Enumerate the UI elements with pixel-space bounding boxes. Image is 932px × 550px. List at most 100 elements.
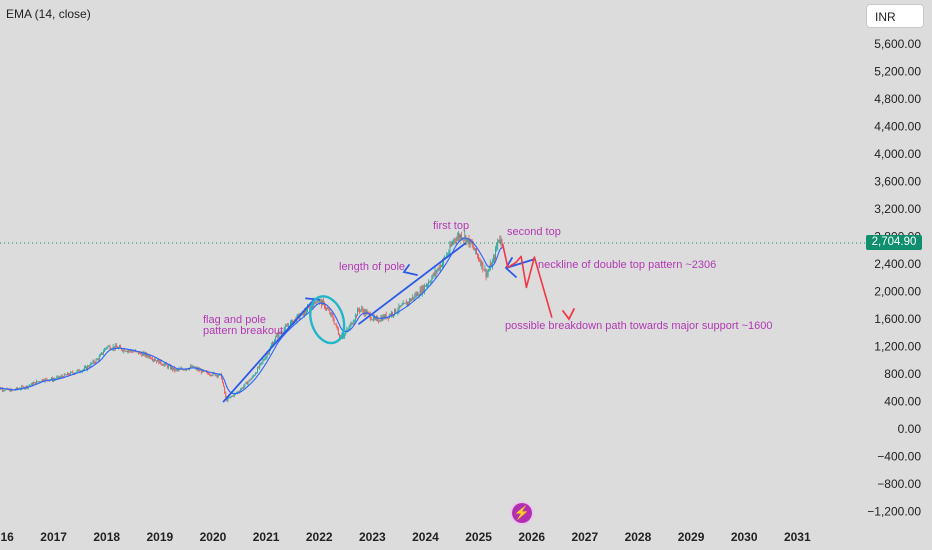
candle-body bbox=[401, 305, 403, 306]
y-tick-label: 1,200.00 bbox=[874, 340, 921, 354]
candle-body bbox=[229, 396, 231, 398]
candle-body bbox=[329, 310, 331, 315]
candle-body bbox=[71, 372, 73, 373]
candle-body bbox=[251, 376, 253, 379]
candle-body bbox=[268, 350, 270, 354]
candle-body bbox=[308, 307, 309, 308]
candle-body bbox=[215, 374, 217, 376]
candle-body bbox=[439, 265, 441, 270]
flag-ellipse[interactable] bbox=[305, 292, 350, 348]
candle-body bbox=[417, 293, 419, 296]
candle-body bbox=[101, 352, 102, 355]
candle-body bbox=[241, 387, 243, 390]
lightning-icon[interactable]: ⚡ bbox=[512, 503, 532, 523]
candle-body bbox=[390, 314, 391, 316]
candle-body bbox=[21, 386, 23, 389]
candle-body bbox=[45, 378, 47, 380]
candle-body bbox=[480, 261, 482, 266]
candle-body bbox=[264, 358, 266, 360]
candle-body bbox=[454, 238, 456, 240]
candle-body bbox=[188, 369, 189, 371]
candle-body bbox=[242, 387, 244, 389]
candle-body bbox=[35, 382, 36, 385]
candle-body bbox=[192, 366, 194, 368]
candle-body bbox=[399, 305, 401, 307]
candle-body bbox=[106, 347, 108, 349]
candle-body bbox=[109, 346, 111, 350]
x-tick-label: 2031 bbox=[784, 530, 811, 544]
candle-body bbox=[275, 337, 277, 342]
breakdown-path[interactable] bbox=[501, 243, 553, 318]
candle-body bbox=[25, 385, 27, 388]
candle-body bbox=[330, 312, 332, 315]
pole-trendline[interactable] bbox=[222, 298, 315, 403]
candle-body bbox=[379, 320, 381, 322]
candle-body bbox=[285, 325, 287, 327]
candle-body bbox=[63, 374, 65, 378]
candle-body bbox=[495, 248, 496, 259]
candle-body bbox=[453, 238, 455, 243]
candle-body bbox=[363, 311, 365, 315]
candle-body bbox=[352, 322, 354, 325]
candle-body bbox=[318, 300, 320, 303]
candle-body bbox=[370, 318, 372, 320]
candle-body bbox=[164, 363, 166, 365]
candle-body bbox=[4, 390, 6, 392]
candle-body bbox=[162, 364, 164, 366]
y-tick-label: −800.00 bbox=[877, 477, 921, 491]
candle-body bbox=[367, 311, 369, 313]
candle-body bbox=[384, 314, 386, 319]
candle-body bbox=[409, 299, 410, 303]
candle-body bbox=[383, 316, 385, 319]
candle-body bbox=[9, 389, 11, 392]
candle-body bbox=[221, 373, 222, 380]
pole-projection-line[interactable] bbox=[358, 242, 467, 325]
candle-body bbox=[217, 375, 219, 377]
candle-body bbox=[230, 396, 232, 398]
candle-body bbox=[89, 366, 91, 368]
candle-body bbox=[123, 349, 125, 351]
candle-body bbox=[112, 346, 114, 349]
candle-body bbox=[276, 334, 278, 338]
x-tick-label: 2023 bbox=[359, 530, 386, 544]
candle-body bbox=[440, 265, 442, 267]
candle-body bbox=[262, 360, 264, 363]
candle-body bbox=[349, 325, 351, 329]
candle-body bbox=[211, 375, 213, 376]
y-tick-label: 800.00 bbox=[884, 367, 921, 381]
candle-body bbox=[41, 379, 43, 382]
candle-body bbox=[438, 267, 440, 270]
candle-body bbox=[328, 309, 330, 311]
candle-body bbox=[421, 286, 423, 294]
candle-body bbox=[501, 239, 503, 246]
breakdown-arrowhead bbox=[562, 308, 575, 321]
candle-body bbox=[153, 359, 154, 361]
candle-body bbox=[356, 315, 357, 316]
candle-body bbox=[105, 348, 107, 350]
candle-body bbox=[131, 351, 133, 353]
candle-body bbox=[108, 346, 110, 347]
candle-body bbox=[354, 315, 356, 321]
indicator-label[interactable]: EMA (14, close) bbox=[6, 7, 91, 21]
candle-body bbox=[484, 268, 486, 271]
candle-body bbox=[266, 353, 268, 357]
candle-body bbox=[420, 289, 422, 294]
candle-body bbox=[73, 373, 75, 374]
candle-body bbox=[294, 318, 296, 321]
currency-selector[interactable]: INR bbox=[866, 4, 924, 28]
candle-body bbox=[17, 387, 18, 389]
candle-body bbox=[290, 322, 291, 327]
candle-body bbox=[5, 389, 7, 391]
x-tick-label: 2022 bbox=[306, 530, 333, 544]
candle-body bbox=[94, 362, 96, 364]
candle-body bbox=[77, 369, 79, 371]
candle-body bbox=[305, 310, 306, 313]
candle-body bbox=[177, 369, 179, 371]
candle-body bbox=[360, 309, 362, 311]
annotation-second-top: second top bbox=[507, 226, 561, 238]
candle-body bbox=[279, 332, 281, 334]
annotation-neckline: neckline of double top pattern ~2306 bbox=[538, 259, 717, 271]
candle-body bbox=[84, 367, 85, 370]
candle-body bbox=[174, 367, 176, 371]
